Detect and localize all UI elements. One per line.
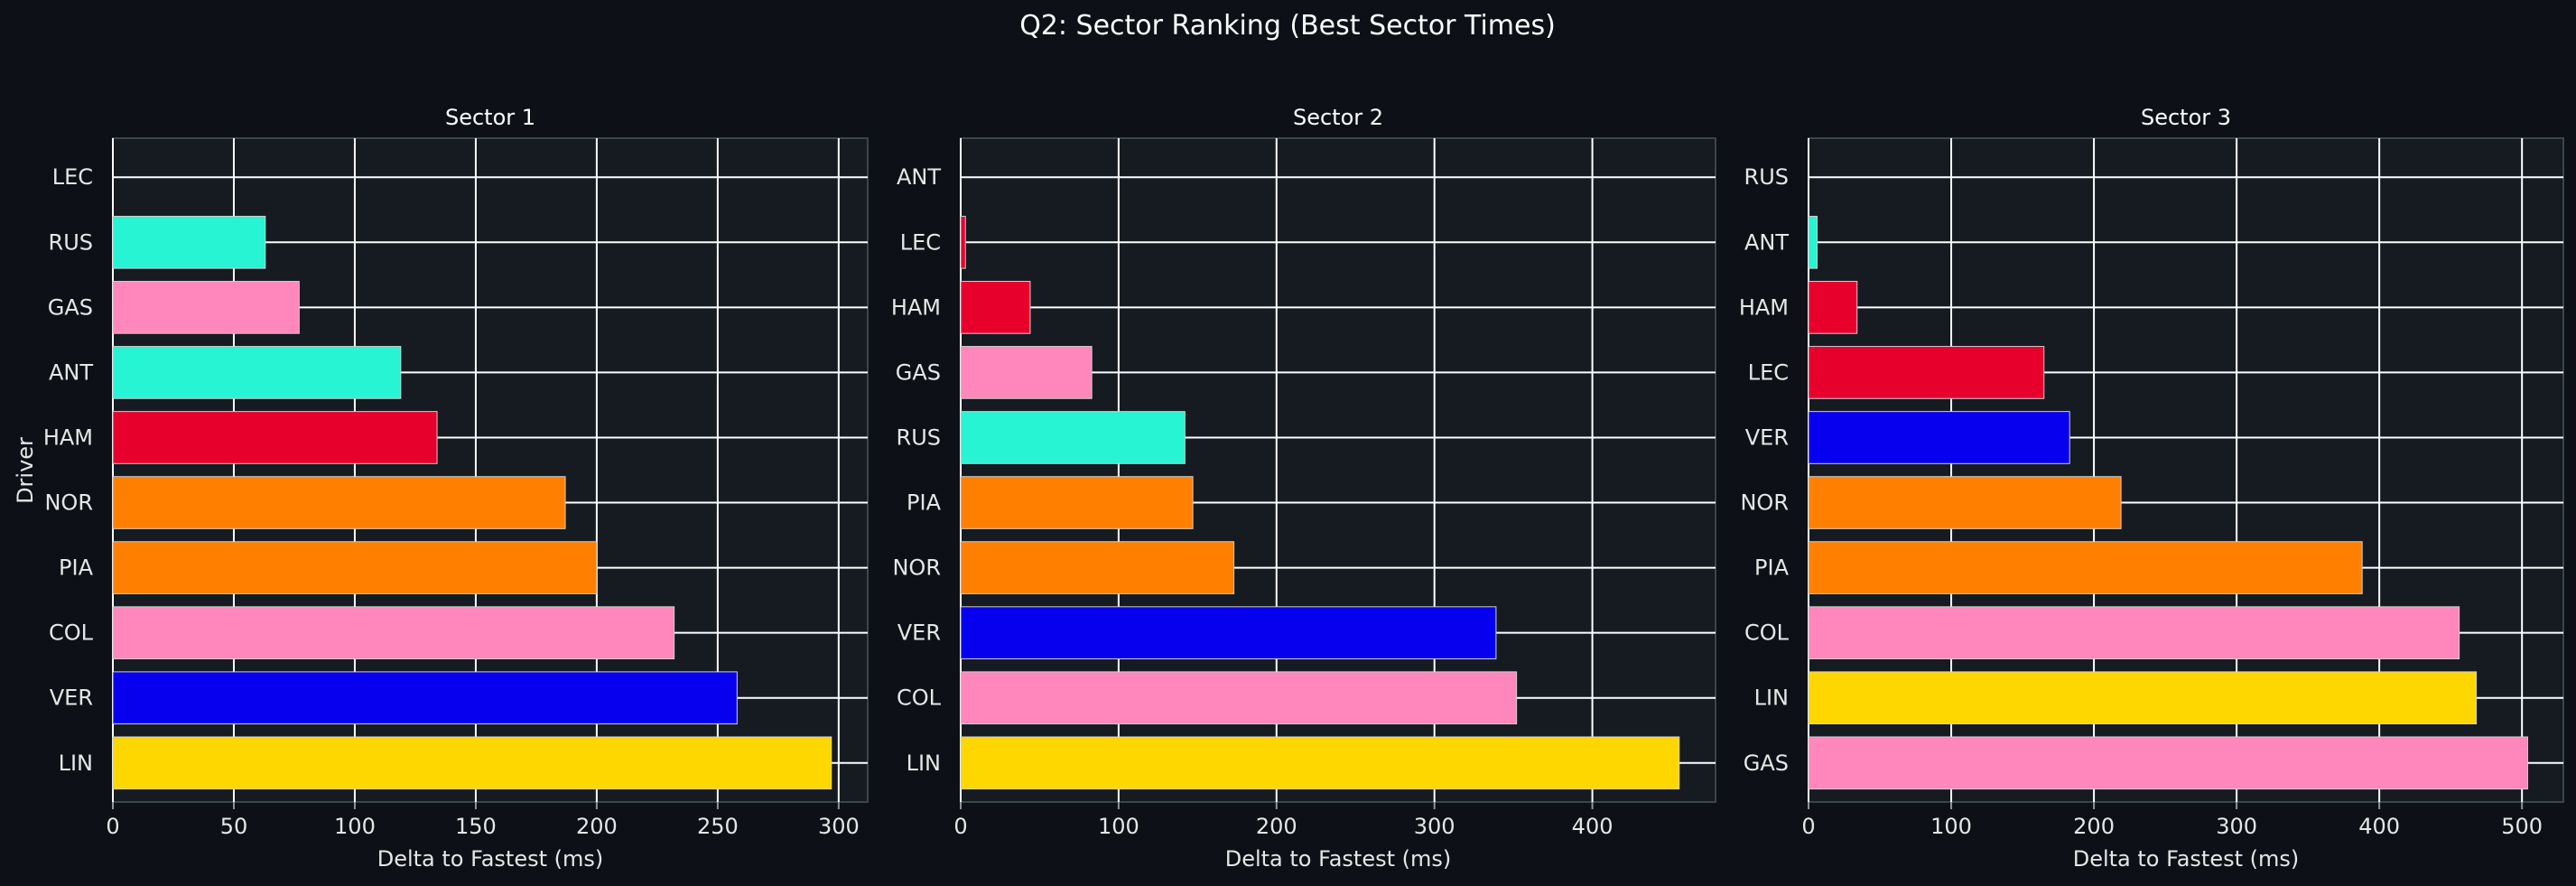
x-tick-label: 100 — [334, 814, 376, 839]
y-tick-label: VER — [50, 685, 93, 711]
y-tick-label: GAS — [896, 359, 941, 385]
y-tick-label: LIN — [1754, 685, 1789, 711]
bar-ant — [1808, 215, 1818, 269]
bar-nor — [960, 541, 1235, 594]
x-axis-label: Delta to Fastest (ms) — [2073, 846, 2300, 872]
bar-col — [960, 671, 1518, 725]
y-tick-label: RUS — [897, 424, 941, 450]
bar-gas — [1808, 736, 2528, 790]
x-tick-label: 100 — [1098, 814, 1139, 839]
panel-sector-3: 0 100 200 300 400 500 RUS ANT HAM LEC VER NOR PIA COL… — [1739, 105, 2564, 872]
panel-sector-2: 0 100 200 300 400 ANT LEC HAM GAS RUS PIA NOR VER COL… — [891, 105, 1716, 872]
y-tick-label: HAM — [43, 424, 93, 450]
bar-lec — [960, 215, 966, 269]
y-axis-label: Driver — [13, 437, 38, 504]
y-tick-label: GAS — [1744, 751, 1789, 776]
x-tick-label: 0 — [106, 814, 119, 839]
x-tick-label: 0 — [953, 814, 967, 839]
x-tick-label: 200 — [1256, 814, 1297, 839]
panel-title: Sector 1 — [445, 105, 535, 130]
bar-ver — [960, 606, 1497, 659]
bar-ham — [960, 281, 1031, 334]
x-tick-label: 300 — [818, 814, 860, 839]
bar-lin — [112, 736, 832, 790]
x-tick-label: 100 — [1930, 814, 1972, 839]
y-tick-label: HAM — [891, 294, 941, 320]
panel-sector-1: 0 50 100 150 200 250 300 LEC RUS GAS ANT HAM NOR PIA C… — [43, 105, 869, 872]
x-tick-label: 200 — [576, 814, 618, 839]
x-tick-label: 150 — [455, 814, 497, 839]
y-tick-label: VER — [1745, 424, 1789, 450]
bar-ant — [112, 346, 402, 399]
bar-pia — [112, 541, 598, 594]
y-tick-label: HAM — [1739, 294, 1789, 320]
bar-nor — [112, 476, 566, 529]
y-tick-label: COL — [49, 620, 94, 646]
panel-title: Sector 3 — [2141, 105, 2231, 130]
bar-lec — [1808, 346, 2045, 399]
x-tick-label: 0 — [1801, 814, 1815, 839]
bar-ham — [1808, 281, 1858, 334]
bar-pia — [960, 476, 1194, 529]
bar-col — [1808, 606, 2460, 659]
x-tick-label: 300 — [2216, 814, 2257, 839]
x-tick-label: 300 — [1414, 814, 1455, 839]
y-tick-label: COL — [897, 685, 942, 711]
x-tick-label: 50 — [220, 814, 248, 839]
y-tick-label: RUS — [49, 229, 93, 255]
panel-title: Sector 2 — [1293, 105, 1383, 130]
y-tick-label: LEC — [900, 229, 941, 255]
bar-ver — [1808, 411, 2070, 464]
x-tick-label: 500 — [2501, 814, 2543, 839]
y-tick-label: PIA — [59, 555, 94, 581]
y-tick-label: LIN — [59, 751, 93, 776]
bar-pia — [1808, 541, 2363, 594]
bar-ham — [112, 411, 438, 464]
y-tick-label: PIA — [1754, 555, 1790, 581]
bar-nor — [1808, 476, 2122, 529]
bar-rus — [960, 411, 1186, 464]
x-tick-label: 250 — [697, 814, 739, 839]
y-tick-label: ANT — [49, 359, 93, 385]
bar-lin — [1808, 671, 2478, 725]
y-tick-label: ANT — [1744, 229, 1789, 255]
y-tick-label: NOR — [1740, 490, 1789, 516]
y-tick-label: LEC — [52, 164, 93, 190]
y-tick-label: LIN — [907, 751, 941, 776]
y-tick-label: NOR — [892, 555, 941, 581]
x-axis-label: Delta to Fastest (ms) — [1225, 846, 1452, 872]
chart-title: Q2: Sector Ranking (Best Sector Times) — [1019, 10, 1556, 42]
bar-gas — [112, 281, 300, 334]
x-tick-label: 400 — [2358, 814, 2400, 839]
y-tick-label: NOR — [44, 490, 93, 516]
bar-col — [112, 606, 675, 659]
y-tick-label: PIA — [907, 490, 942, 516]
y-tick-label: RUS — [1744, 164, 1789, 190]
y-tick-label: ANT — [897, 164, 941, 190]
y-tick-label: LEC — [1748, 359, 1789, 385]
x-tick-label: 200 — [2073, 814, 2115, 839]
y-tick-label: COL — [1744, 620, 1790, 646]
bar-rus — [112, 215, 266, 269]
bar-ver — [112, 671, 738, 725]
bar-gas — [960, 346, 1093, 399]
x-tick-label: 400 — [1572, 814, 1613, 839]
bar-lin — [960, 736, 1680, 790]
y-tick-label: GAS — [48, 294, 93, 320]
x-axis-label: Delta to Fastest (ms) — [377, 846, 604, 872]
y-tick-label: VER — [897, 620, 941, 646]
